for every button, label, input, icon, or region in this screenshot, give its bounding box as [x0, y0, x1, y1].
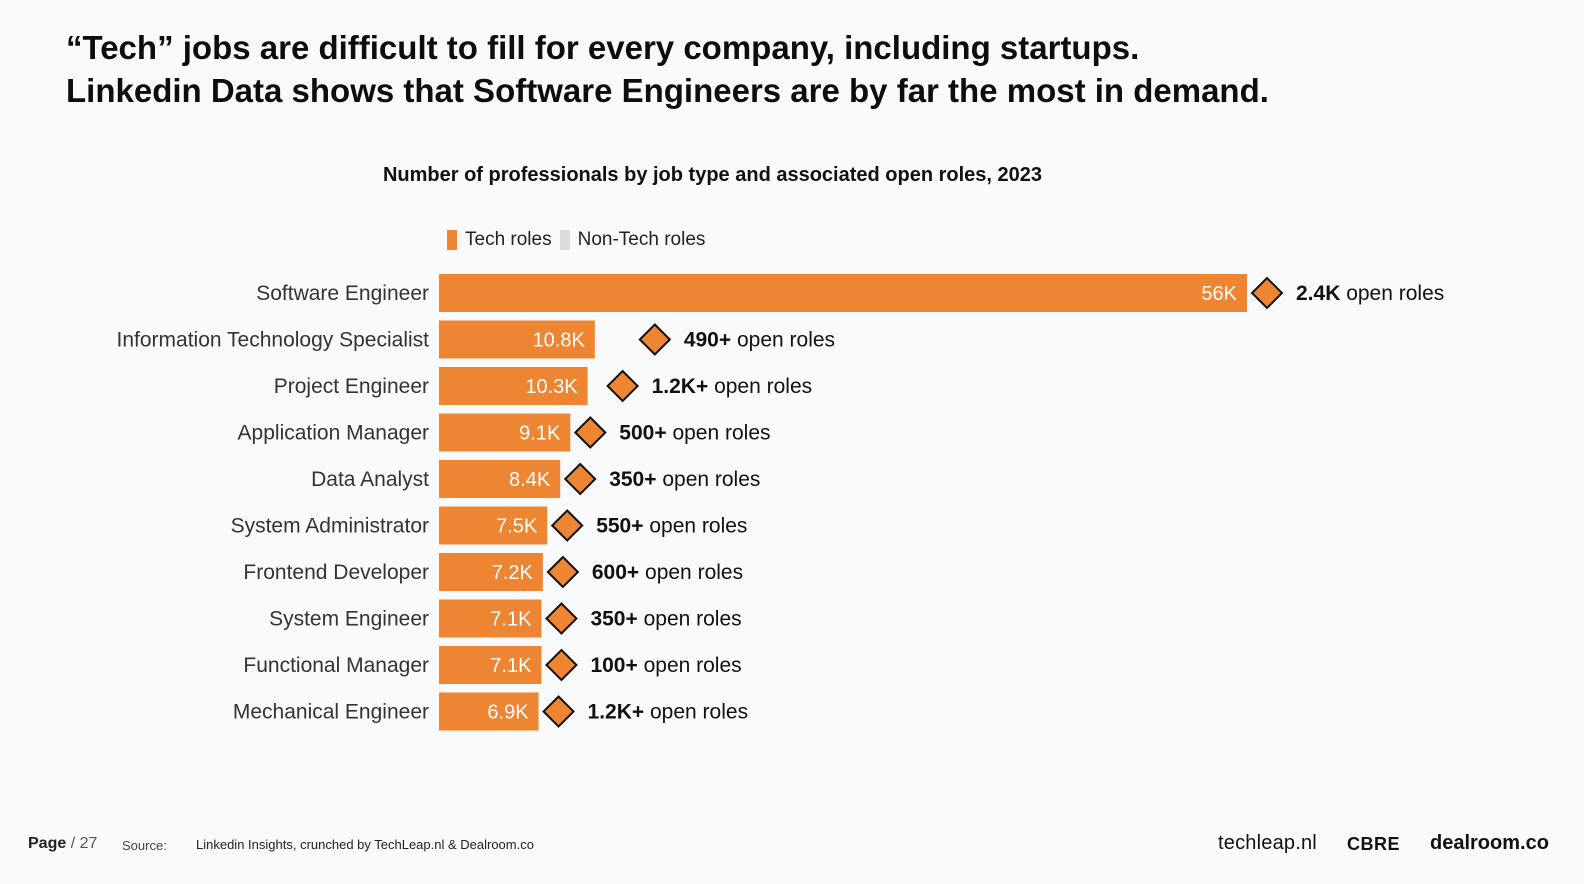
open-roles-diamond	[606, 369, 640, 403]
open-roles-label: 2.4K open roles	[1296, 282, 1444, 305]
bar-value-label: 9.1K	[519, 423, 561, 445]
category-label: Mechanical Engineer	[233, 701, 429, 724]
bar	[439, 460, 561, 498]
legend-item-nontech: Non-Tech roles	[559, 229, 706, 251]
bar	[439, 320, 595, 359]
open-roles-label: 350+ open roles	[590, 608, 741, 631]
open-roles-label: 600+ open roles	[592, 561, 743, 584]
bar	[439, 274, 1247, 312]
source-label: Source:	[122, 838, 167, 853]
page-label: Page	[28, 835, 67, 852]
open-roles-label: 1.2K+ open roles	[652, 375, 813, 398]
open-roles-diamond	[545, 602, 578, 635]
chart-title: Number of professionals by job type and …	[382, 164, 1043, 186]
legend-item-tech: Tech roles	[447, 229, 552, 251]
open-roles-label: 350+ open roles	[609, 468, 760, 491]
category-label: System Engineer	[269, 608, 429, 631]
headline-line-2: Linkedin Data shows that Software Engine…	[66, 72, 1269, 109]
legend-swatch-tech	[447, 230, 457, 250]
cbre-logo: CBRE	[1347, 834, 1401, 854]
open-roles-label: 490+ open roles	[684, 329, 835, 352]
page-number: Page / 27	[28, 835, 97, 853]
open-roles-label: 500+ open roles	[619, 422, 770, 445]
open-roles-label: 550+ open roles	[596, 515, 747, 538]
bar-value-label: 7.2K	[492, 562, 534, 584]
category-label: Software Engineer	[256, 282, 429, 305]
bar-value-label: 6.9K	[487, 702, 529, 724]
bar	[439, 367, 588, 405]
open-roles-label: 100+ open roles	[590, 654, 741, 677]
category-label: Information Technology Specialist	[117, 329, 430, 352]
headline: “Tech” jobs are difficult to fill for ev…	[66, 26, 1516, 112]
legend-swatch-nontech	[559, 230, 570, 250]
legend-label-nontech: Non-Tech roles	[577, 229, 706, 250]
open-roles-diamond	[542, 695, 575, 728]
open-roles-diamond	[550, 509, 584, 542]
bar	[439, 646, 542, 684]
legend-label-tech: Tech roles	[465, 229, 552, 250]
bar-value-label: 56K	[1201, 283, 1237, 305]
open-roles-diamond	[638, 323, 672, 356]
legend: Tech roles Non-Tech roles	[447, 229, 713, 251]
category-label: Project Engineer	[274, 375, 429, 398]
bar-value-label: 7.1K	[490, 655, 532, 677]
bar-value-label: 10.3K	[525, 376, 578, 398]
techleap-logo: techleap.nl	[1218, 832, 1317, 854]
category-label: Data Analyst	[311, 468, 429, 491]
open-roles-diamond	[545, 648, 578, 682]
category-label: System Administrator	[231, 515, 429, 538]
headline-line-1: “Tech” jobs are difficult to fill for ev…	[66, 29, 1140, 66]
open-roles-diamond	[573, 416, 607, 449]
bar	[439, 599, 542, 638]
dealroom-logo: dealroom.co	[1430, 832, 1549, 854]
bar-value-label: 8.4K	[509, 469, 551, 491]
bar-value-label: 7.5K	[496, 516, 538, 538]
open-roles-diamond	[563, 462, 597, 496]
open-roles-label: 1.2K+ open roles	[588, 701, 749, 724]
bar	[439, 506, 548, 545]
page-total: / 27	[70, 835, 98, 852]
category-label: Frontend Developer	[243, 561, 429, 584]
category-label: Functional Manager	[243, 654, 429, 677]
open-roles-diamond	[1250, 276, 1284, 310]
category-label: Application Manager	[238, 422, 429, 445]
bar-value-label: 7.1K	[490, 609, 532, 631]
source-text: Linkedin Insights, crunched by TechLeap.…	[196, 837, 534, 852]
bar	[439, 692, 539, 731]
bar-value-label: 10.8K	[533, 330, 586, 352]
bar	[439, 553, 543, 591]
bar	[439, 413, 571, 452]
open-roles-diamond	[546, 555, 580, 589]
